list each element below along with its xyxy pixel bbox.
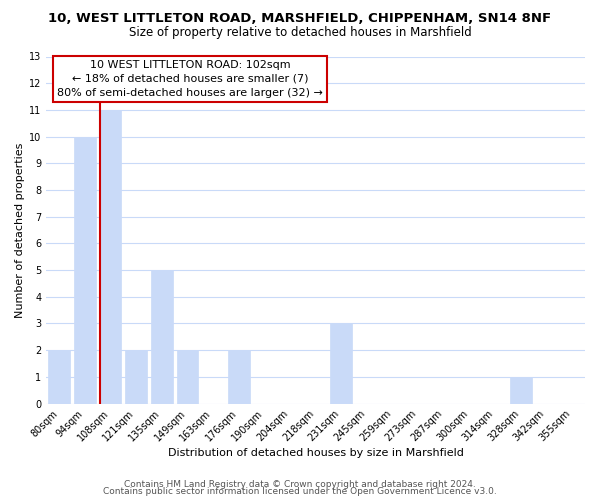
Bar: [228, 350, 250, 404]
Text: Contains HM Land Registry data © Crown copyright and database right 2024.: Contains HM Land Registry data © Crown c…: [124, 480, 476, 489]
Text: Contains public sector information licensed under the Open Government Licence v3: Contains public sector information licen…: [103, 487, 497, 496]
Bar: [125, 350, 147, 404]
Bar: [151, 270, 173, 404]
Bar: [176, 350, 199, 404]
Text: 10 WEST LITTLETON ROAD: 102sqm
← 18% of detached houses are smaller (7)
80% of s: 10 WEST LITTLETON ROAD: 102sqm ← 18% of …: [57, 60, 323, 98]
Bar: [74, 136, 96, 404]
Text: Size of property relative to detached houses in Marshfield: Size of property relative to detached ho…: [128, 26, 472, 39]
Bar: [510, 377, 532, 404]
Y-axis label: Number of detached properties: Number of detached properties: [15, 142, 25, 318]
Bar: [49, 350, 70, 404]
Bar: [331, 324, 352, 404]
Text: 10, WEST LITTLETON ROAD, MARSHFIELD, CHIPPENHAM, SN14 8NF: 10, WEST LITTLETON ROAD, MARSHFIELD, CHI…: [49, 12, 551, 26]
Bar: [100, 110, 121, 404]
X-axis label: Distribution of detached houses by size in Marshfield: Distribution of detached houses by size …: [168, 448, 464, 458]
